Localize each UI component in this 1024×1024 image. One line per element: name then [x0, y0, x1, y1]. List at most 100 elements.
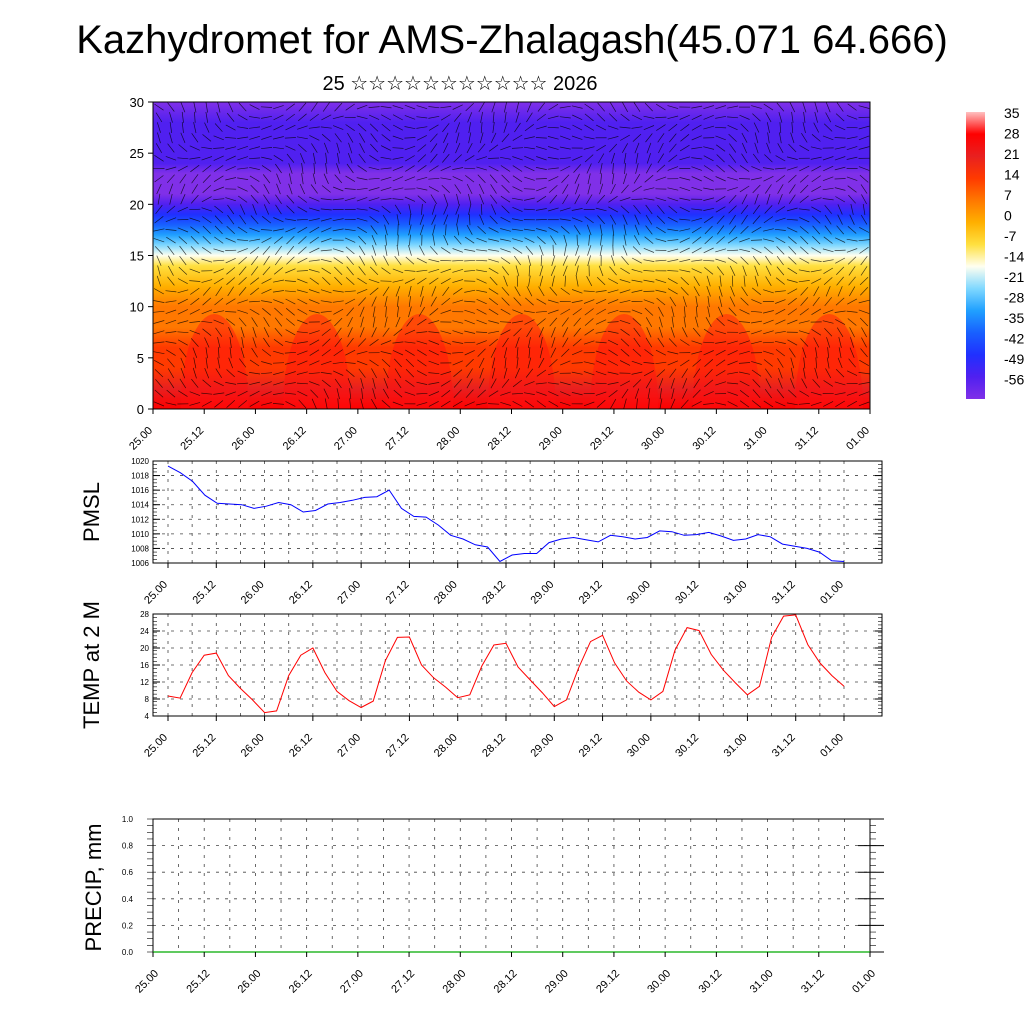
- wind-arrow: [623, 234, 627, 246]
- wind-arrow: [193, 357, 197, 369]
- wind-vectors: [153, 102, 870, 409]
- wind-arrow: [645, 133, 653, 143]
- wind-arrow: [523, 392, 535, 395]
- wind-arrow: [213, 147, 225, 149]
- wind-arrow: [810, 269, 822, 273]
- wind-arrow: [240, 347, 245, 359]
- wind-arrow: [798, 403, 810, 405]
- wind-arrow: [727, 371, 739, 375]
- wind-arrow: [334, 337, 342, 348]
- wind-arrow: [202, 286, 211, 296]
- wind-arrow: [273, 105, 284, 110]
- wind-arrow: [536, 228, 547, 232]
- wind-arrow: [392, 198, 404, 201]
- wind-arrow: [798, 320, 810, 324]
- wind-arrow: [214, 236, 224, 244]
- wind-arrow: [801, 378, 808, 389]
- wind-arrow: [587, 173, 591, 185]
- wind-arrow: [811, 308, 822, 315]
- section-xtick-label: 01.00: [844, 425, 872, 453]
- wind-arrow: [179, 255, 187, 266]
- wind-arrow: [527, 255, 532, 266]
- wind-arrow: [215, 327, 223, 337]
- wind-arrow: [397, 234, 399, 246]
- xtick-label: 29.12: [577, 579, 605, 607]
- wind-arrow: [716, 154, 725, 163]
- wind-arrow: [333, 257, 343, 264]
- wind-arrow: [636, 398, 638, 409]
- xtick-label: 31.00: [722, 579, 750, 607]
- wind-arrow: [383, 255, 389, 266]
- wind-arrow: [739, 390, 750, 398]
- wind-arrow: [213, 277, 224, 285]
- wind-arrow: [751, 299, 762, 305]
- wind-arrow: [301, 173, 304, 185]
- wind-arrow: [538, 286, 545, 297]
- wind-arrow: [177, 289, 189, 294]
- wind-arrow: [344, 290, 356, 293]
- wind-arrow: [643, 125, 655, 131]
- wind-arrow: [322, 338, 331, 347]
- wind-arrow: [392, 279, 404, 283]
- wind-arrow: [834, 381, 846, 386]
- wind-arrow: [345, 298, 356, 305]
- wind-arrow: [811, 247, 822, 254]
- wind-arrow: [405, 155, 415, 162]
- wind-arrow: [428, 349, 439, 356]
- wind-arrow: [392, 268, 404, 274]
- wind-arrow: [715, 402, 727, 406]
- wind-arrow: [715, 135, 726, 141]
- wind-arrow: [311, 143, 318, 153]
- wind-arrow: [727, 360, 738, 366]
- wind-arrow: [416, 105, 428, 110]
- wind-arrow: [679, 218, 691, 221]
- wind-arrow: [763, 330, 774, 335]
- wind-arrow: [536, 113, 547, 121]
- wind-arrow: [453, 235, 462, 245]
- wind-arrow: [776, 266, 785, 276]
- wind-arrow: [739, 330, 750, 334]
- wind-arrow: [656, 103, 666, 111]
- wind-arrow: [752, 184, 761, 194]
- wind-arrow: [189, 280, 201, 282]
- wind-arrow: [322, 277, 331, 286]
- wind-arrow: [811, 278, 822, 284]
- wind-arrow: [610, 255, 616, 266]
- wind-arrow: [623, 398, 627, 409]
- wind-arrow: [321, 319, 332, 325]
- wind-arrow: [261, 216, 272, 224]
- wind-arrow: [359, 306, 365, 318]
- xtick-label: 26.00: [236, 968, 264, 996]
- wind-arrow: [308, 126, 320, 129]
- wind-arrow: [225, 146, 237, 150]
- wind-arrow: [428, 382, 440, 385]
- wind-arrow: [860, 214, 868, 225]
- wind-arrow: [730, 286, 735, 297]
- wind-arrow: [406, 317, 414, 327]
- wind-arrow: [704, 267, 714, 275]
- wind-arrow: [500, 195, 511, 203]
- wind-arrow: [227, 204, 235, 215]
- wind-arrow: [226, 399, 236, 408]
- wind-arrow: [417, 154, 427, 163]
- wind-arrow: [765, 112, 772, 123]
- wind-arrow: [646, 327, 652, 338]
- wind-arrow: [620, 348, 630, 357]
- wind-arrow: [380, 198, 392, 201]
- wind-arrow: [571, 381, 583, 386]
- wind-arrow: [846, 176, 858, 181]
- wind-arrow: [693, 378, 700, 389]
- wind-arrow: [286, 194, 295, 204]
- wind-arrow: [788, 246, 797, 255]
- wind-arrow: [273, 371, 284, 375]
- wind-arrow: [370, 133, 378, 143]
- wind-arrow: [739, 380, 750, 387]
- wind-arrow: [671, 316, 674, 328]
- wind-arrow: [237, 145, 249, 151]
- xtick-label: 01.00: [818, 579, 846, 607]
- wind-arrow: [715, 196, 726, 203]
- warm-cell: [590, 314, 659, 409]
- wind-arrow: [296, 136, 308, 140]
- wind-arrow: [380, 340, 392, 345]
- wind-arrow: [408, 245, 412, 256]
